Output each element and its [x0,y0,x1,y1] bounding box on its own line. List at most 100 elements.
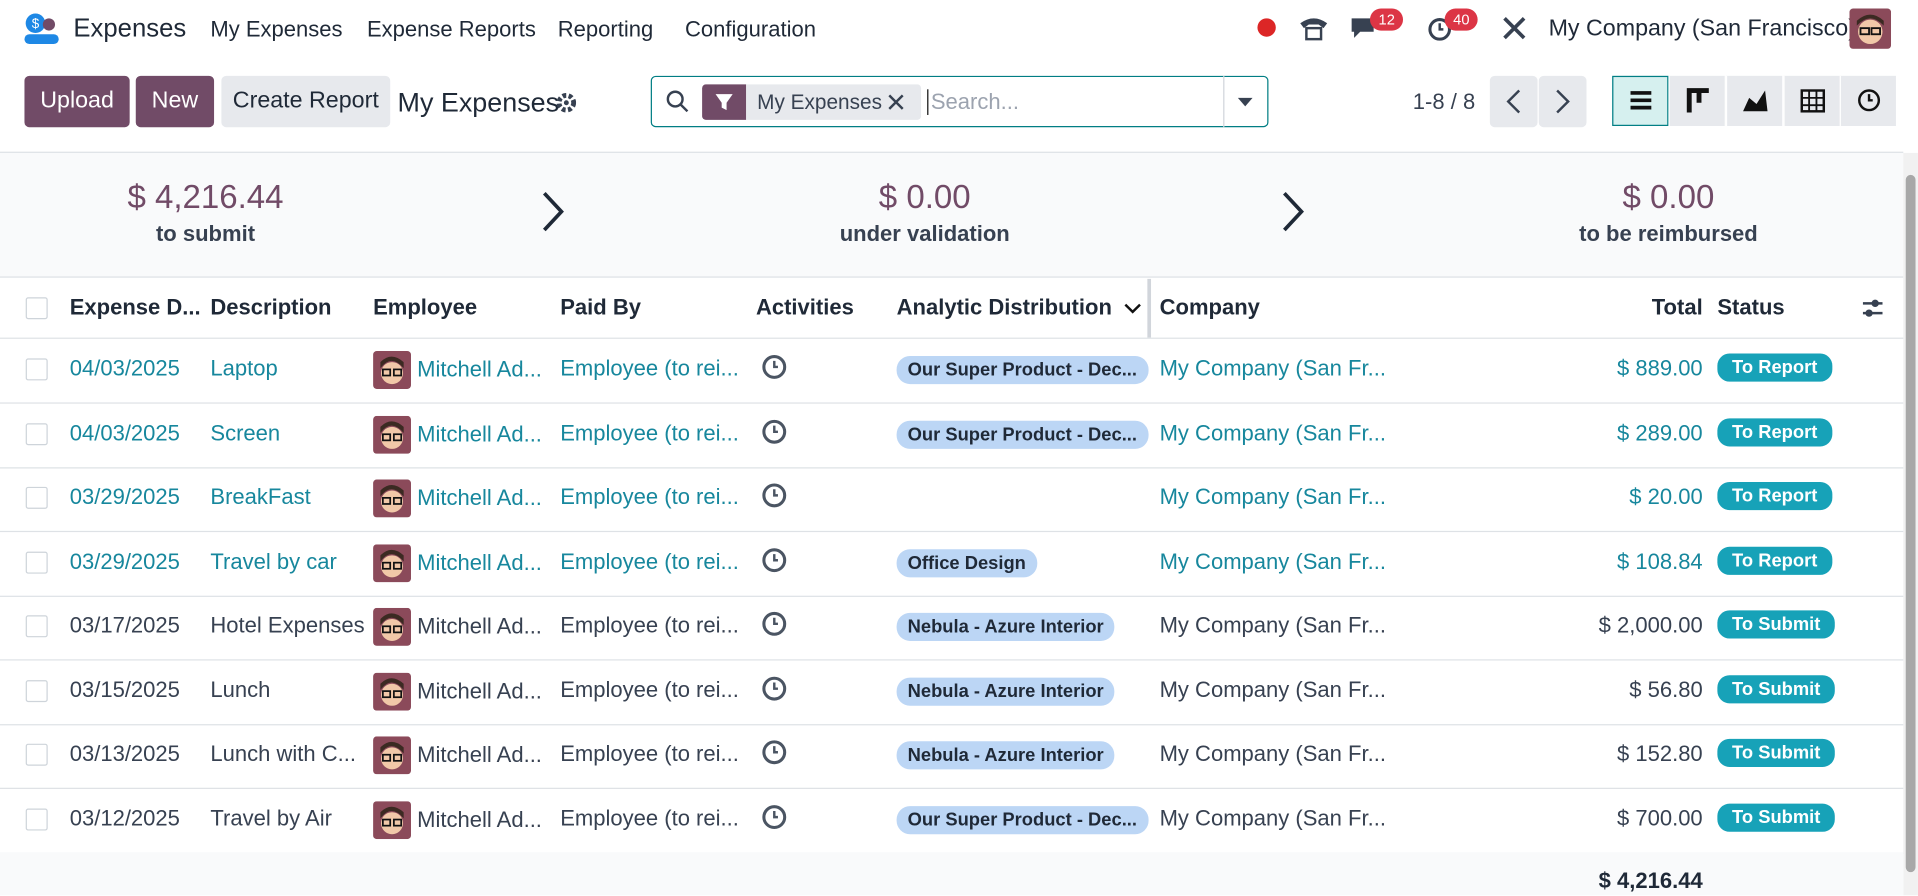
description: Screen [210,420,281,445]
row[interactable] [0,531,1904,597]
row-checkbox[interactable] [25,743,48,766]
column-header[interactable]: Analytic Distribution [896,294,1112,320]
menu-item[interactable]: Configuration [684,17,816,42]
activity-button[interactable] [761,675,788,708]
analytic-tag: Office Design [896,548,1037,577]
description: Laptop [210,355,278,381]
row[interactable] [0,467,1904,533]
column-header[interactable]: Paid By [560,294,641,320]
record-dot[interactable] [1257,18,1276,37]
column-resizer [1147,278,1152,338]
phone-icon[interactable] [1298,13,1330,42]
employee-avatar [373,672,411,716]
expense-date: 03/12/2025 [69,805,180,830]
row[interactable] [0,788,1904,854]
separator [1223,75,1225,128]
paid-by: Employee (to rei... [560,548,739,574]
activity-button[interactable] [761,803,788,836]
summary-amount[interactable]: $ 4,216.44 [127,178,284,216]
employee: Mitchell Ad... [417,421,542,446]
breadcrumb: My Expenses [397,86,560,118]
search-toggle[interactable] [1237,95,1254,107]
activity-icon[interactable] [1426,15,1455,44]
user-avatar[interactable] [1849,8,1892,49]
summary-amount[interactable]: $ 0.00 [1622,178,1715,216]
row[interactable] [0,403,1904,468]
employee-avatar [373,736,411,780]
app-name[interactable]: Expenses [73,14,187,43]
pager: 1-8 / 8 [1412,89,1476,114]
column-header[interactable]: Status [1717,294,1785,320]
row-checkbox[interactable] [25,422,48,445]
new-button[interactable]: New [135,75,215,128]
optional-columns[interactable] [1860,296,1884,327]
chat-icon[interactable] [1349,15,1381,42]
menu-item[interactable]: Reporting [557,17,654,42]
expense-date: 03/17/2025 [69,612,180,638]
analytic-tag: Our Super Product - Dec... [896,355,1149,385]
kanban-view[interactable] [1668,75,1725,126]
status-badge: To Submit [1717,803,1836,832]
employee: Mitchell Ad... [417,549,542,575]
row[interactable] [0,660,1904,725]
activity-button[interactable] [761,354,788,387]
column-header[interactable]: Expense D... [69,294,201,320]
activity-view[interactable] [1839,75,1896,126]
row-checkbox[interactable] [25,358,48,381]
header-border [0,337,1904,339]
summary-label: under validation [839,221,1010,246]
row[interactable] [0,724,1904,789]
activity-button[interactable] [761,482,788,515]
facet-icon [702,84,747,120]
create-report-button[interactable]: Create Report [221,75,391,128]
column-header[interactable]: Total [1651,294,1703,320]
description: Hotel Expenses [210,612,365,638]
company: My Company (San Fr... [1159,548,1386,574]
paid-by: Employee (to rei... [560,741,739,766]
employee: Mitchell Ad... [417,742,542,767]
activity-button[interactable] [761,546,788,579]
description: Travel by car [210,548,337,574]
pager-prev[interactable] [1489,75,1538,128]
select-all[interactable] [25,297,48,320]
row-checkbox[interactable] [25,807,48,830]
total: $ 289.00 [1616,420,1703,445]
row-checkbox[interactable] [25,486,48,509]
row-checkbox[interactable] [25,679,48,702]
menu-item[interactable]: My Expenses [210,17,343,42]
activity-button[interactable] [761,418,788,451]
total: $ 152.80 [1616,741,1703,766]
activity-button[interactable] [761,739,788,772]
column-header[interactable]: Company [1159,294,1260,320]
search-icon[interactable] [665,89,689,113]
analytic-tag: Nebula - Azure Interior [896,612,1115,641]
employee: Mitchell Ad... [417,357,542,382]
row-checkbox[interactable] [25,551,48,574]
list-view[interactable] [1612,75,1669,126]
activity-button[interactable] [761,610,788,643]
graph-view[interactable] [1725,75,1783,126]
company-switch[interactable]: My Company (San Francisco) [1548,15,1856,42]
paid-by: Employee (to rei... [560,484,739,509]
column-header[interactable]: Employee [373,294,478,320]
summary-amount[interactable]: $ 0.00 [878,178,971,216]
employee-avatar [373,351,411,395]
upload-button[interactable]: Upload [24,75,130,128]
summary-label: to submit [155,221,256,246]
menu-item[interactable]: Expense Reports [366,17,536,42]
tools-icon[interactable] [1501,15,1528,42]
facet-remove[interactable] [888,94,904,110]
pivot-view[interactable] [1783,75,1840,126]
sort-icon[interactable] [1124,298,1141,320]
row[interactable] [0,339,1904,404]
column-header[interactable]: Activities [755,294,854,320]
paid-by: Employee (to rei... [560,805,739,830]
row-checkbox[interactable] [25,615,48,638]
gear-icon[interactable] [556,92,577,113]
search-input[interactable]: Search... [927,89,1019,115]
pager-next[interactable] [1538,75,1587,128]
column-header[interactable]: Description [210,294,332,320]
row[interactable] [0,596,1904,661]
search-box [650,75,1269,128]
